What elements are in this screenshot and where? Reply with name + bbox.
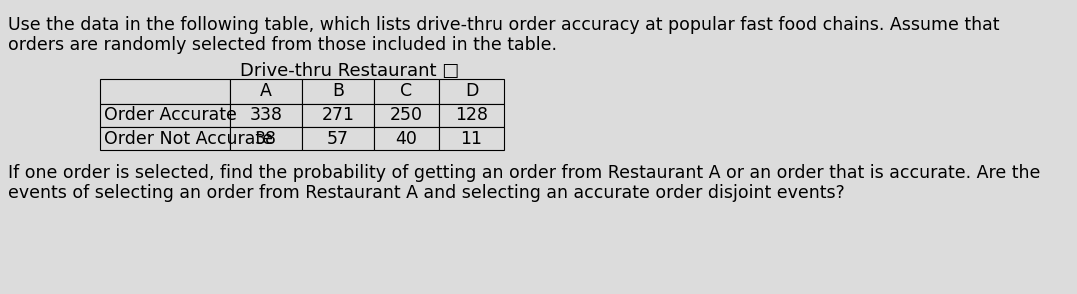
Text: If one order is selected, find the probability of getting an order from Restaura: If one order is selected, find the proba… <box>8 164 1040 182</box>
Text: orders are randomly selected from those included in the table.: orders are randomly selected from those … <box>8 36 557 54</box>
Text: Order Not Accurate: Order Not Accurate <box>104 129 272 148</box>
Text: B: B <box>332 83 344 101</box>
Bar <box>230 127 302 150</box>
Text: D: D <box>465 83 478 101</box>
Bar <box>100 79 230 104</box>
Text: A: A <box>260 83 271 101</box>
Bar <box>374 127 439 150</box>
Bar <box>302 127 374 150</box>
Bar <box>230 79 302 104</box>
Bar <box>230 104 302 127</box>
Bar <box>439 79 504 104</box>
Text: Drive-thru Restaurant □: Drive-thru Restaurant □ <box>240 62 460 80</box>
Bar <box>439 127 504 150</box>
Text: 38: 38 <box>255 129 277 148</box>
Text: Order Accurate: Order Accurate <box>104 106 237 124</box>
Bar <box>100 104 230 127</box>
Bar <box>302 79 374 104</box>
Text: 40: 40 <box>395 129 418 148</box>
Bar <box>374 79 439 104</box>
Text: 57: 57 <box>327 129 349 148</box>
Text: 338: 338 <box>250 106 282 124</box>
Text: 250: 250 <box>390 106 423 124</box>
Text: Use the data in the following table, which lists drive-thru order accuracy at po: Use the data in the following table, whi… <box>8 16 999 34</box>
Text: events of selecting an order from Restaurant A and selecting an accurate order d: events of selecting an order from Restau… <box>8 184 844 202</box>
Text: C: C <box>401 83 412 101</box>
Bar <box>302 104 374 127</box>
Bar <box>374 104 439 127</box>
Bar <box>100 127 230 150</box>
Bar <box>439 104 504 127</box>
Text: 271: 271 <box>322 106 354 124</box>
Text: 11: 11 <box>461 129 482 148</box>
Text: 128: 128 <box>454 106 488 124</box>
